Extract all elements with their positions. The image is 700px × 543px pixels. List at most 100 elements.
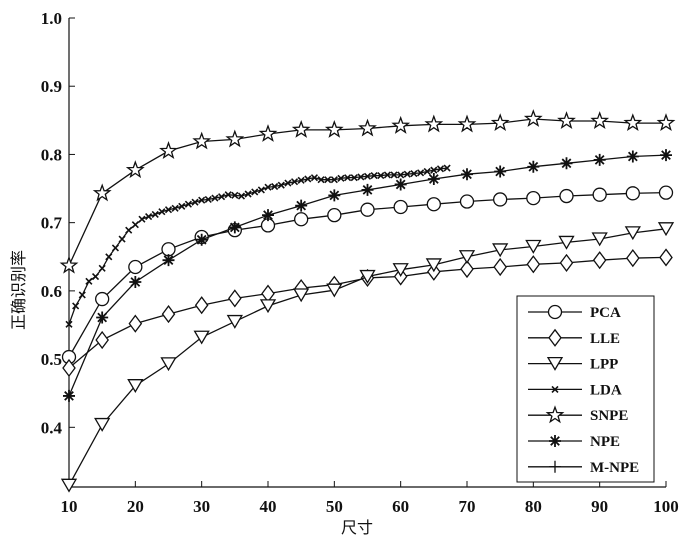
data-point-lda [350,174,358,182]
data-point-lpp [558,235,575,250]
data-point-lda [111,244,119,252]
data-point-snpe [258,124,278,142]
data-point-snpe [59,255,79,274]
data-point-npe [295,199,308,212]
data-point-lda [138,215,146,223]
diamond-marker [526,255,541,274]
data-point-pca [493,192,508,207]
data-point-lda [403,170,411,178]
data-point-npe [129,276,142,289]
data-point-lpp [293,288,310,303]
circle-marker [294,212,309,227]
data-point-snpe [291,120,311,138]
data-point-lda [324,176,332,184]
triangle-marker [392,263,409,278]
data-point-pca [592,187,607,202]
x-marker [417,169,425,177]
data-point-lda [370,172,378,180]
data-point-lle [261,284,275,303]
data-point-lda [158,208,166,216]
data-point-pca [426,197,441,212]
triangle-marker [546,356,564,371]
x-marker [284,179,292,187]
data-point-snpe [324,120,344,138]
asterisk-marker [626,150,639,163]
data-point-snpe [424,114,444,133]
x-marker [304,175,312,183]
diamond-marker [659,248,673,267]
x-marker [317,176,325,184]
star-marker [545,405,565,424]
data-point-lle [194,296,209,315]
legend-item-snpe: SNPE [528,405,628,424]
legend-label: LPP [590,357,618,373]
diamond-marker [626,249,640,268]
data-point-lda [410,169,418,178]
data-point-npe [494,165,507,178]
x-marker [310,174,318,182]
circle-marker [360,202,375,217]
star-marker [623,113,643,132]
triangle-marker [425,258,442,273]
series-line-lda [68,167,448,325]
data-point-lpp [193,330,210,345]
legend-label: NPE [590,434,620,450]
x-marker [118,235,126,243]
x-marker [91,272,100,281]
star-marker [557,111,576,130]
legend-item-lda: LDA [528,382,622,398]
asterisk-marker [328,189,341,202]
legend-label: LLE [590,331,620,347]
x-tick-label: 80 [525,497,542,516]
data-point-snpe [557,111,576,130]
x-marker [363,172,372,180]
star-marker [656,113,676,132]
x-marker [436,165,445,173]
data-point-lpp [359,269,376,284]
data-point-npe [461,168,473,181]
data-point-npe [262,209,274,222]
data-point-lda [357,173,365,181]
x-tick-label: 70 [459,497,476,516]
data-point-pca [294,212,309,227]
data-point-pca [559,188,574,204]
y-tick-label: 1.0 [41,9,62,28]
x-marker [237,192,246,200]
x-marker [125,226,133,234]
legend-item-m-npe: M-NPE [528,460,639,476]
x-marker [370,172,378,180]
x-marker [443,164,451,172]
circle-marker [426,197,441,212]
data-point-lle [161,304,176,324]
data-point-snpe [656,113,676,132]
asterisk-marker [262,209,274,222]
star-marker [324,120,344,138]
circle-marker [658,185,674,200]
diamond-marker [559,253,574,272]
data-point-lpp [160,357,177,372]
star-marker [59,255,79,274]
y-tick-label: 0.5 [41,350,62,369]
x-marker [78,291,86,299]
data-point-lda [330,176,338,184]
data-point-npe [63,389,75,402]
asterisk-marker [549,435,561,447]
asterisk-marker [494,165,507,178]
star-marker [590,111,610,130]
asterisk-marker [228,221,241,234]
triangle-marker [458,250,476,265]
data-point-pca [95,291,110,307]
data-point-lda [417,169,425,177]
data-point-lda [125,226,133,234]
legend-marker-pca [547,304,563,320]
circle-marker [128,259,143,275]
x-marker [377,172,385,180]
x-marker [357,173,365,181]
series-group [59,109,676,493]
data-point-lda [224,191,232,199]
star-marker [291,120,311,138]
data-point-lda [443,164,451,172]
legend-marker-lpp [546,356,564,371]
data-point-lpp [127,379,144,393]
